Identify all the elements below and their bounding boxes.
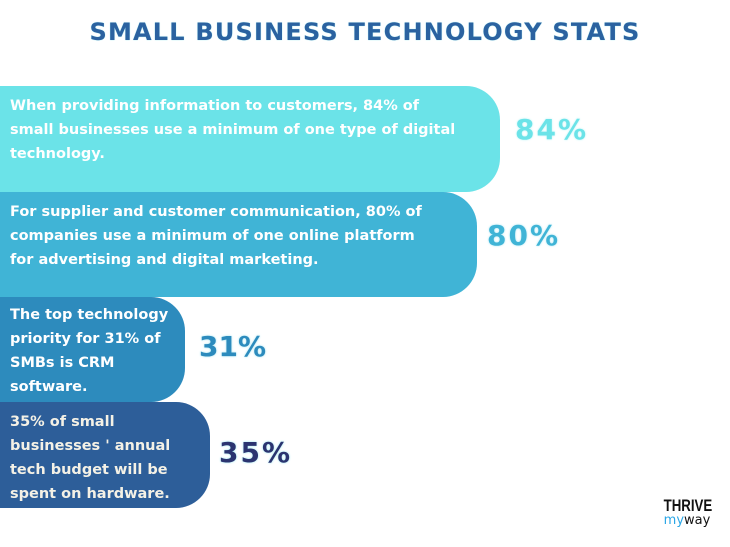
stat-text-line: for advertising and digital marketing. [10, 252, 319, 268]
logo-my-text: my [663, 513, 685, 528]
stat-bar-4: 35% of small businesses ' annual tech bu… [0, 402, 210, 508]
stat-bar-3: The top technology priority for 31% of S… [0, 297, 185, 402]
stat-text-line: spent on hardware. [10, 486, 170, 502]
stat-value-3: 31% [199, 330, 267, 363]
stat-text-line: technology. [10, 146, 105, 162]
logo-myway-text: myway [657, 514, 717, 528]
logo-way-text: way [684, 513, 711, 528]
stat-value-2: 80% [487, 219, 561, 252]
stat-text-line: tech budget will be [10, 462, 168, 478]
stat-text-line: small businesses use a minimum of one ty… [10, 122, 456, 138]
stat-text-line: businesses ' annual [10, 438, 171, 454]
stat-bar-2: For supplier and customer communication,… [0, 192, 477, 297]
thrive-my-way-logo: THRIVE myway [657, 497, 717, 528]
logo-thrive-text: THRIVE [663, 496, 713, 515]
stat-text-line: SMBs is CRM [10, 355, 115, 371]
stat-text-line: For supplier and customer communication,… [10, 204, 422, 220]
stat-text-line: software. [10, 379, 88, 395]
stat-text-line: priority for 31% of [10, 331, 161, 347]
stat-bar-1: When providing information to customers,… [0, 86, 500, 192]
stat-text-line: 35% of small [10, 414, 115, 430]
stat-text-line: The top technology [10, 307, 169, 323]
stat-text-line: When providing information to customers,… [10, 98, 420, 114]
stat-value-1: 84% [515, 113, 589, 146]
stat-value-4: 35% [219, 436, 293, 469]
page-title: SMALL BUSINESS TECHNOLOGY STATS [89, 18, 641, 46]
stat-text-line: companies use a minimum of one online pl… [10, 228, 415, 244]
